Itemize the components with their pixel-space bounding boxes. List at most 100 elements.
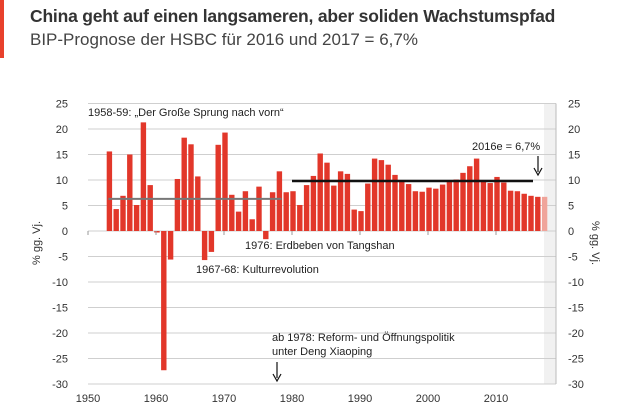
bar-1988 xyxy=(344,173,351,231)
bar-2001 xyxy=(433,188,439,231)
arrow-down-icon xyxy=(272,362,282,383)
y-tick-label-right: -15 xyxy=(568,303,584,315)
bar-1979 xyxy=(283,192,289,231)
bar-2012 xyxy=(507,190,514,231)
bar-1993 xyxy=(378,160,385,231)
y-tick-label-right: 5 xyxy=(568,201,574,213)
bar-2007 xyxy=(473,158,480,231)
x-tick-label: 1980 xyxy=(280,393,304,405)
bar-2015 xyxy=(528,195,534,231)
y-tick-label-right: -20 xyxy=(568,328,584,340)
accent-bar xyxy=(0,0,4,58)
annotation-great-leap: 1958-59: „Der Große Sprung nach vorn“ xyxy=(88,107,284,119)
y-tick-label-right: -10 xyxy=(568,277,584,289)
bar-1986 xyxy=(331,185,337,231)
bar-1968 xyxy=(208,231,215,252)
bar-1966 xyxy=(195,176,201,231)
bar-1975 xyxy=(256,186,262,231)
x-tick-label: 2010 xyxy=(484,393,508,405)
y-axis-label-right: % gg. Vj. xyxy=(589,221,601,265)
bar-1967 xyxy=(201,231,208,261)
y-tick-label-left: -30 xyxy=(52,379,68,391)
y-tick-label-left: 10 xyxy=(56,175,68,187)
x-tick-label: 2000 xyxy=(416,393,440,405)
bar-2003 xyxy=(446,180,453,231)
bar-1963 xyxy=(174,178,181,231)
y-tick-label-left: -20 xyxy=(52,328,68,340)
bar-1990 xyxy=(358,211,364,231)
bar-2016 xyxy=(535,196,541,231)
y-tick-label-left: -10 xyxy=(52,277,68,289)
y-axis-label-left: % gg. Vj. xyxy=(31,221,43,265)
y-tick-label-right: 20 xyxy=(568,124,580,136)
y-tick-label-left: -25 xyxy=(52,354,68,366)
bar-1989 xyxy=(351,209,357,231)
bar-1980 xyxy=(290,191,296,231)
bar-1992 xyxy=(371,158,378,231)
bar-1996 xyxy=(399,180,405,231)
chart-subtitle: BIP-Prognose der HSBC für 2016 und 2017 … xyxy=(30,30,418,49)
bar-1957 xyxy=(133,204,140,231)
y-tick-label-right: -30 xyxy=(568,379,584,391)
bar-1970 xyxy=(222,132,228,231)
bar-1994 xyxy=(385,164,391,231)
y-tick-label-left: 20 xyxy=(56,124,68,136)
bar-2006 xyxy=(467,166,473,231)
bar-1969 xyxy=(215,144,221,231)
bar-2004 xyxy=(453,179,459,231)
forecast-shade xyxy=(544,103,556,384)
annotation-reform: ab 1978: Reform- und Öffnungspolitik xyxy=(272,332,455,344)
bar-1958 xyxy=(140,122,147,231)
y-tick-label-right: 0 xyxy=(568,226,574,238)
bar-1984 xyxy=(317,153,323,231)
bar-2013 xyxy=(514,191,521,231)
bar-1961 xyxy=(161,231,167,371)
y-tick-label-left: 0 xyxy=(62,226,68,238)
bar-1971 xyxy=(229,194,235,231)
x-tick-label: 1990 xyxy=(348,393,372,405)
bar-1985 xyxy=(324,162,330,231)
chart-title: China geht auf einen langsameren, aber s… xyxy=(30,6,556,26)
bar-1972 xyxy=(235,211,242,231)
bar-2002 xyxy=(439,184,446,231)
bar-1959 xyxy=(147,185,153,231)
arrow-down-icon xyxy=(533,156,543,177)
bar-2010 xyxy=(494,176,500,231)
bar-1974 xyxy=(249,219,255,231)
bar-1991 xyxy=(365,183,371,231)
bar-1999 xyxy=(419,191,425,231)
x-tick-label: 1950 xyxy=(76,393,100,405)
bar-1955 xyxy=(120,195,126,231)
y-tick-label-right: 10 xyxy=(568,175,580,187)
bar-2009 xyxy=(487,183,493,231)
bar-1953 xyxy=(106,151,113,231)
bar-2011 xyxy=(501,182,507,231)
y-tick-label-right: -25 xyxy=(568,354,584,366)
y-tick-label-left: 25 xyxy=(56,99,68,111)
y-tick-label-right: 15 xyxy=(568,150,580,162)
bar-1964 xyxy=(181,137,187,231)
annotation-deng: unter Deng Xiaoping xyxy=(272,346,372,358)
annotation-tangshan: 1976: Erdbeben von Tangshan xyxy=(245,240,395,252)
annotation-cultural-revolution: 1967-68: Kulturrevolution xyxy=(196,264,319,276)
bar-1965 xyxy=(188,144,194,231)
bar-1960 xyxy=(154,231,160,233)
bar-1981 xyxy=(297,204,303,231)
y-tick-label-left: 15 xyxy=(56,150,68,162)
bar-1987 xyxy=(337,171,344,231)
bar-1997 xyxy=(405,184,412,231)
bar-2005 xyxy=(460,172,466,231)
annotation-2016e: 2016e = 6,7% xyxy=(472,141,540,153)
bar-1954 xyxy=(113,209,119,231)
x-tick-label: 1960 xyxy=(144,393,168,405)
bar-1995 xyxy=(392,174,398,231)
y-tick-label-right: -5 xyxy=(568,252,578,264)
bar-1998 xyxy=(412,191,419,231)
bar-1977 xyxy=(269,192,276,231)
y-tick-label-right: 25 xyxy=(568,99,580,111)
bar-2014 xyxy=(521,193,527,231)
bar-2000 xyxy=(426,187,432,231)
bar-1973 xyxy=(242,191,249,231)
